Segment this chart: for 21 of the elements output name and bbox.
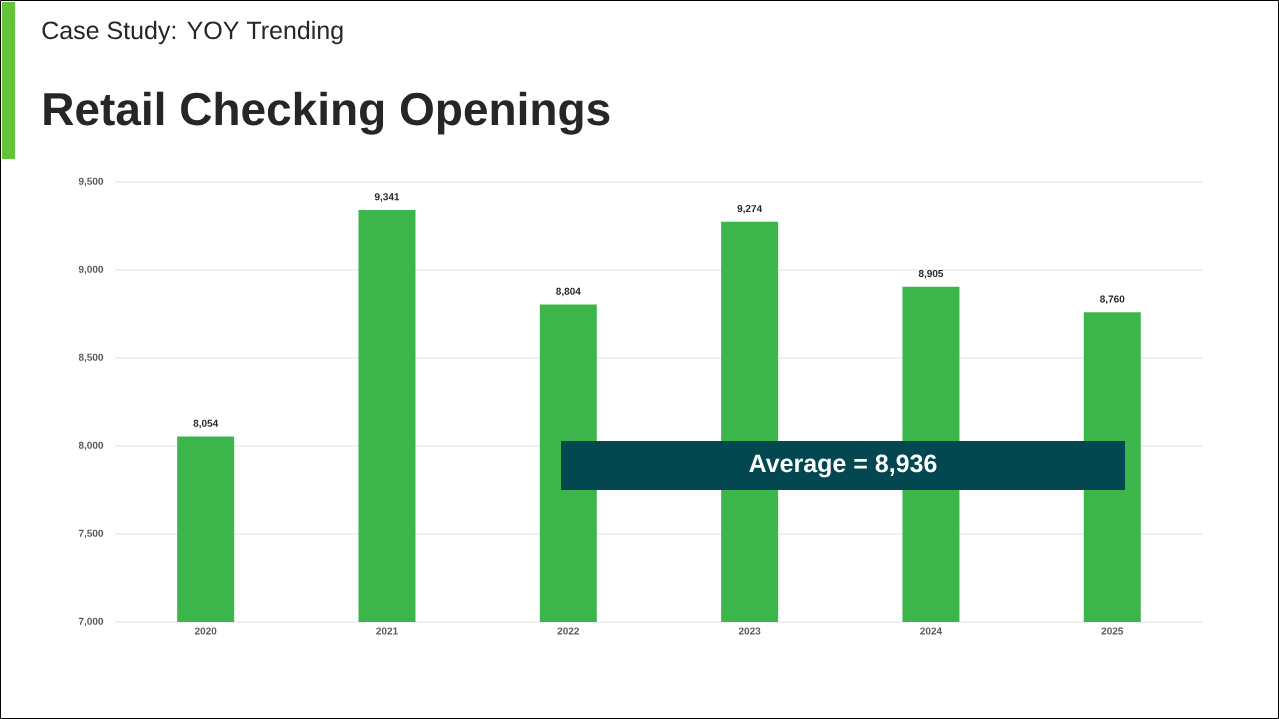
y-tick-label: 8,000	[78, 441, 104, 451]
data-label: 8,804	[556, 287, 581, 297]
x-tick-label: 2023	[738, 627, 761, 635]
x-tick-label: 2024	[920, 627, 943, 635]
x-tick-label: 2020	[194, 627, 217, 635]
x-tick-label: 2022	[557, 627, 580, 635]
y-tick-label: 8,500	[78, 353, 104, 363]
chart-subtitle: Case Study: YOY Trending	[42, 20, 343, 45]
x-tick-label: 2021	[376, 627, 398, 635]
data-label: 8,760	[1100, 295, 1125, 305]
y-tick-label: 7,500	[78, 529, 104, 539]
x-tick-label: 2025	[1101, 627, 1124, 635]
annotation: Average = 8,936	[749, 454, 937, 478]
chart-title: Retail Checking Openings	[44, 91, 610, 135]
data-label: 9,274	[737, 205, 763, 214]
data-label: 9,341	[374, 193, 400, 202]
data-label: 8,905	[918, 269, 944, 279]
y-tick-label: 9,500	[78, 177, 104, 187]
data-label: 8,054	[193, 419, 219, 429]
y-tick-label: 9,000	[78, 265, 104, 275]
y-tick-label: 7,000	[78, 617, 104, 627]
